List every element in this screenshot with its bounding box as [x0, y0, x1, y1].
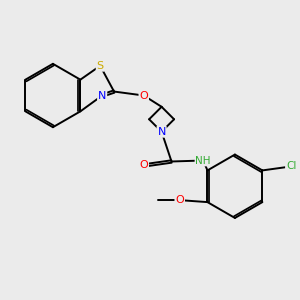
Text: N: N	[158, 127, 166, 137]
Text: NH: NH	[196, 155, 211, 166]
Text: O: O	[175, 195, 184, 205]
Text: N: N	[98, 91, 106, 100]
Text: O: O	[140, 91, 148, 100]
Text: Cl: Cl	[286, 161, 296, 171]
Text: O: O	[140, 160, 148, 170]
Text: S: S	[97, 61, 104, 71]
